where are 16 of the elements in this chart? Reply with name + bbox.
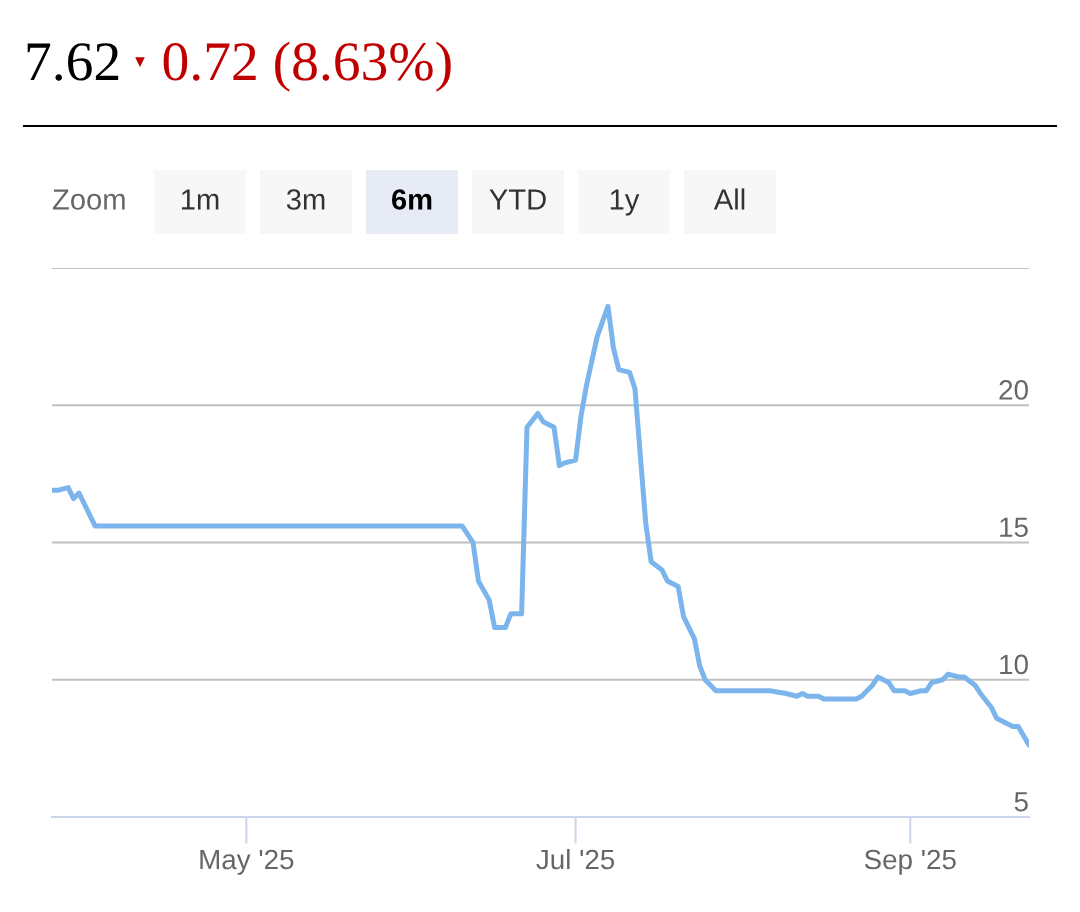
text: All: [713, 188, 745, 210]
y-tick-label: 20: [999, 380, 1028, 400]
y-tick-label: 15: [1000, 517, 1028, 538]
text: 1m: [181, 189, 219, 210]
x-tick-label: Jul '25: [536, 848, 615, 870]
chart-title: 7.62: [27, 43, 119, 81]
y-tick-label: 5: [1014, 792, 1028, 812]
chart-subtitle: ▾ 0.72 (8.63%): [135, 41, 451, 92]
x-tick-label: May '25: [200, 849, 294, 875]
text: 3m: [286, 189, 325, 210]
y-tick-label: 10: [1000, 654, 1028, 675]
text: YTD: [489, 189, 546, 210]
x-tick-label: Sep '25: [864, 849, 956, 875]
text: Zoom: [52, 189, 125, 210]
text: 1y: [610, 189, 640, 216]
text: 6m: [391, 189, 432, 210]
